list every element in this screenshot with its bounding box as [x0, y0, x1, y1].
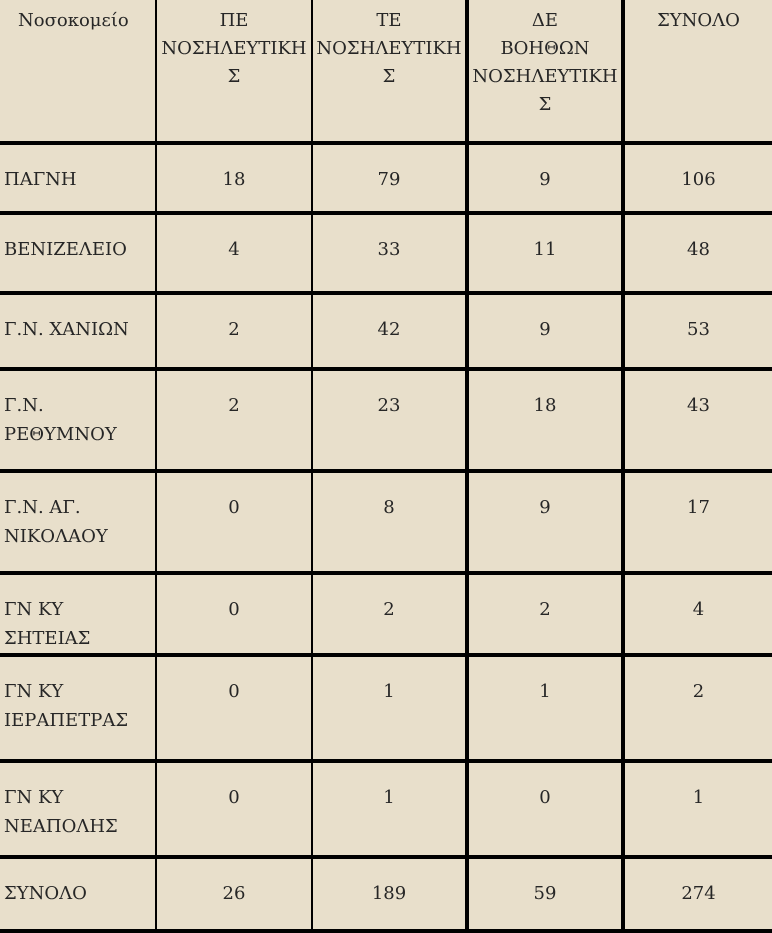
- hospital-name-cell: ΠΑΓΝΗ: [4, 169, 77, 190]
- table-row: Γ.Ν. ΧΑΝΙΩΝ 2 42 9 53: [0, 293, 772, 369]
- totals-row: ΣΥΝΟΛΟ 26 189 59 274: [0, 857, 772, 931]
- de-count-cell: 9: [465, 293, 623, 369]
- hospital-name-cell: ΓΝ ΚΥ ΝΕΑΠΟΛΗΣ: [4, 787, 118, 837]
- de-count-cell: 9: [465, 143, 623, 213]
- total-count-cell: 43: [621, 369, 772, 471]
- te-count-cell: 8: [311, 471, 467, 573]
- hospital-name-cell: ΓΝ ΚΥ ΙΕΡΑΠΕΤΡΑΣ: [4, 681, 129, 731]
- pe-count-cell: 0: [155, 761, 312, 857]
- te-count-cell: 2: [311, 573, 467, 655]
- total-count-cell: 106: [621, 143, 772, 213]
- hospital-name-cell: Γ.Ν. ΑΓ. ΝΙΚΟΛΑΟΥ: [4, 497, 108, 547]
- table-row: ΓΝ ΚΥ ΙΕΡΑΠΕΤΡΑΣ 0 1 1 2: [0, 655, 772, 761]
- pe-count-cell: 0: [155, 655, 312, 761]
- te-count-cell: 23: [311, 369, 467, 471]
- hospital-name-cell: ΓΝ ΚΥ ΣΗΤΕΙΑΣ: [4, 599, 91, 649]
- grand-total-cell: 274: [621, 857, 772, 931]
- te-count-cell: 1: [311, 655, 467, 761]
- hospital-name-cell: Γ.Ν. ΡΕΘΥΜΝΟΥ: [4, 395, 117, 445]
- table-row: ΓΝ ΚΥ ΝΕΑΠΟΛΗΣ 0 1 0 1: [0, 761, 772, 857]
- te-count-cell: 1: [311, 761, 467, 857]
- de-count-cell: 2: [465, 573, 623, 655]
- header-row: Νοσοκομείο ΠΕ ΝΟΣΗΛΕΥΤΙΚΗ Σ ΤΕ ΝΟΣΗΛΕΥΤΙ…: [0, 0, 772, 143]
- de-count-cell: 18: [465, 369, 623, 471]
- total-count-cell: 4: [621, 573, 772, 655]
- table-row: ΓΝ ΚΥ ΣΗΤΕΙΑΣ 0 2 2 4: [0, 573, 772, 655]
- pe-count-cell: 4: [155, 213, 312, 293]
- pe-count-cell: 18: [155, 143, 312, 213]
- total-count-cell: 1: [621, 761, 772, 857]
- col-header-pe-nursing: ΠΕ ΝΟΣΗΛΕΥΤΙΚΗ Σ: [155, 0, 312, 143]
- hospital-name-cell: ΒΕΝΙΖΕΛΕΙΟ: [4, 239, 127, 260]
- table-row: Γ.Ν. ΑΓ. ΝΙΚΟΛΑΟΥ 0 8 9 17: [0, 471, 772, 573]
- col-header-te-nursing: ΤΕ ΝΟΣΗΛΕΥΤΙΚΗ Σ: [311, 0, 467, 143]
- de-count-cell: 11: [465, 213, 623, 293]
- de-total-cell: 59: [465, 857, 623, 931]
- pe-count-cell: 0: [155, 573, 312, 655]
- table-row: ΒΕΝΙΖΕΛΕΙΟ 4 33 11 48: [0, 213, 772, 293]
- col-header-total: ΣΥΝΟΛΟ: [621, 0, 772, 143]
- pe-count-cell: 2: [155, 369, 312, 471]
- te-count-cell: 42: [311, 293, 467, 369]
- de-count-cell: 9: [465, 471, 623, 573]
- col-header-de-assistant-nursing: ΔΕ ΒΟΗΘΩΝ ΝΟΣΗΛΕΥΤΙΚΗ Σ: [465, 0, 623, 143]
- de-count-cell: 1: [465, 655, 623, 761]
- totals-row-label: ΣΥΝΟΛΟ: [4, 883, 87, 904]
- te-count-cell: 33: [311, 213, 467, 293]
- te-total-cell: 189: [311, 857, 467, 931]
- pe-total-cell: 26: [155, 857, 312, 931]
- te-count-cell: 79: [311, 143, 467, 213]
- total-count-cell: 2: [621, 655, 772, 761]
- de-count-cell: 0: [465, 761, 623, 857]
- table-row: Γ.Ν. ΡΕΘΥΜΝΟΥ 2 23 18 43: [0, 369, 772, 471]
- total-count-cell: 53: [621, 293, 772, 369]
- hospital-name-cell: Γ.Ν. ΧΑΝΙΩΝ: [4, 319, 129, 340]
- total-count-cell: 17: [621, 471, 772, 573]
- pe-count-cell: 2: [155, 293, 312, 369]
- total-count-cell: 48: [621, 213, 772, 293]
- pe-count-cell: 0: [155, 471, 312, 573]
- table-row: ΠΑΓΝΗ 18 79 9 106: [0, 143, 772, 213]
- col-header-hospital: Νοσοκομείο: [18, 10, 129, 31]
